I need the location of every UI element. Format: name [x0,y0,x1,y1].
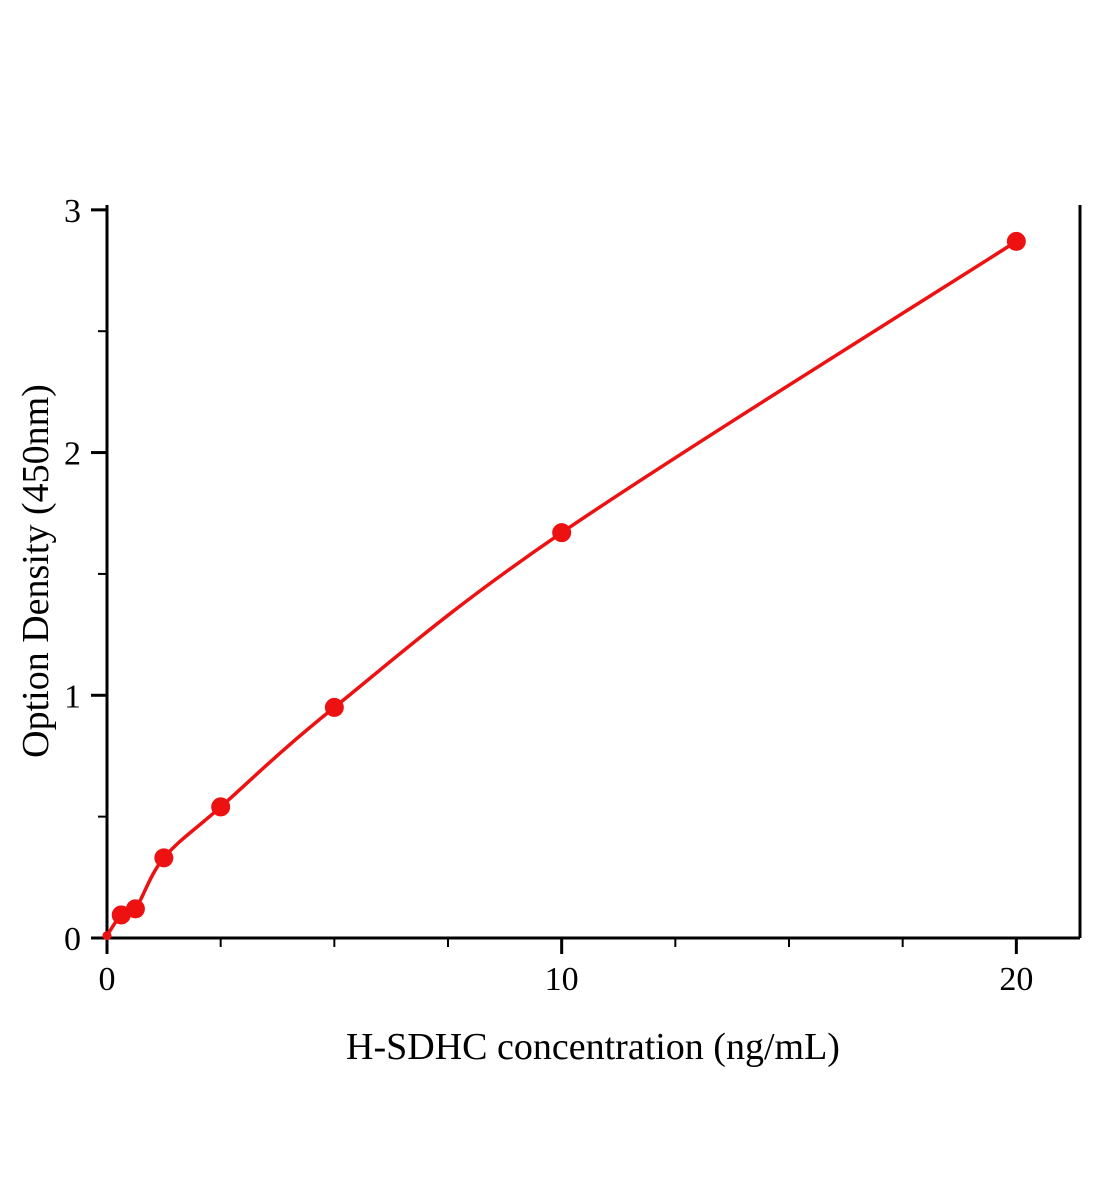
data-point-marker [552,523,572,543]
y-tick-label: 3 [64,193,81,230]
data-point-marker [154,848,174,868]
standard-curve-line [105,239,1018,937]
data-point-marker [1006,231,1026,251]
data-point-marker [211,797,231,817]
y-axis-title: Option Density (450nm) [15,384,57,758]
data-point-marker [324,697,344,717]
x-tick-label: 0 [99,961,116,998]
x-tick-label: 20 [999,961,1033,998]
data-point-marker [125,899,145,919]
data-point-marker [111,905,131,925]
data-point-marker [102,931,112,941]
x-tick-label: 10 [545,961,579,998]
x-axis-title: H-SDHC concentration (ng/mL) [346,1026,840,1068]
y-tick-label: 0 [64,921,81,958]
y-tick-label: 1 [64,678,81,715]
y-tick-label: 2 [64,436,81,473]
